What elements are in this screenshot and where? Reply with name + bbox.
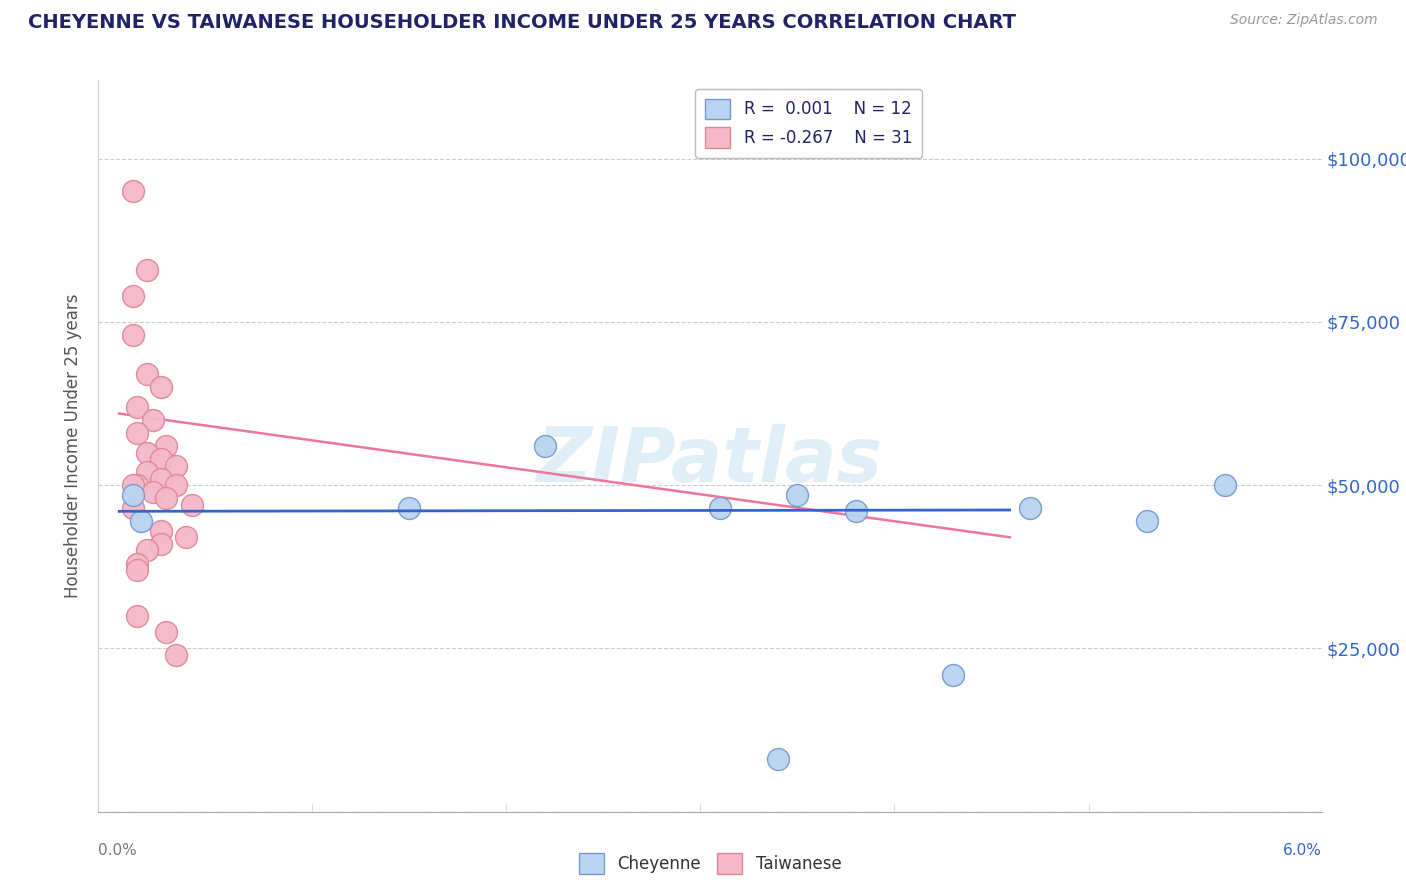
Point	[127, 563, 149, 577]
Point	[122, 184, 145, 198]
Point	[136, 445, 159, 459]
Y-axis label: Householder Income Under 25 years: Householder Income Under 25 years	[65, 293, 83, 599]
Point	[180, 498, 202, 512]
Point	[766, 752, 789, 766]
Point	[165, 478, 187, 492]
Text: CHEYENNE VS TAIWANESE HOUSEHOLDER INCOME UNDER 25 YEARS CORRELATION CHART: CHEYENNE VS TAIWANESE HOUSEHOLDER INCOME…	[28, 13, 1017, 32]
Point	[127, 400, 149, 414]
Point	[786, 488, 808, 502]
Point	[149, 452, 172, 467]
Point	[136, 465, 159, 479]
Legend: Cheyenne, Taiwanese: Cheyenne, Taiwanese	[572, 847, 848, 880]
Point	[127, 478, 149, 492]
Point	[127, 608, 149, 623]
Point	[136, 367, 159, 381]
Point	[165, 458, 187, 473]
Point	[136, 262, 159, 277]
Point	[155, 625, 177, 640]
Point	[142, 413, 165, 427]
Point	[942, 667, 965, 681]
Point	[122, 501, 145, 516]
Point	[398, 501, 420, 516]
Point	[149, 380, 172, 394]
Point	[1136, 514, 1159, 528]
Text: 6.0%: 6.0%	[1282, 843, 1322, 858]
Point	[122, 289, 145, 303]
Point	[165, 648, 187, 662]
Point	[142, 484, 165, 499]
Point	[149, 472, 172, 486]
Point	[709, 501, 731, 516]
Text: ZIPatlas: ZIPatlas	[537, 424, 883, 498]
Point	[129, 514, 152, 528]
Point	[155, 491, 177, 506]
Point	[534, 439, 557, 453]
Point	[122, 488, 145, 502]
Point	[127, 425, 149, 440]
Text: 0.0%: 0.0%	[98, 843, 138, 858]
Text: Source: ZipAtlas.com: Source: ZipAtlas.com	[1230, 13, 1378, 28]
Point	[127, 557, 149, 571]
Point	[122, 328, 145, 343]
Point	[1213, 478, 1236, 492]
Point	[155, 439, 177, 453]
Point	[149, 524, 172, 538]
Point	[1019, 501, 1042, 516]
Point	[845, 504, 868, 518]
Point	[174, 530, 197, 544]
Point	[122, 478, 145, 492]
Point	[149, 537, 172, 551]
Point	[136, 543, 159, 558]
